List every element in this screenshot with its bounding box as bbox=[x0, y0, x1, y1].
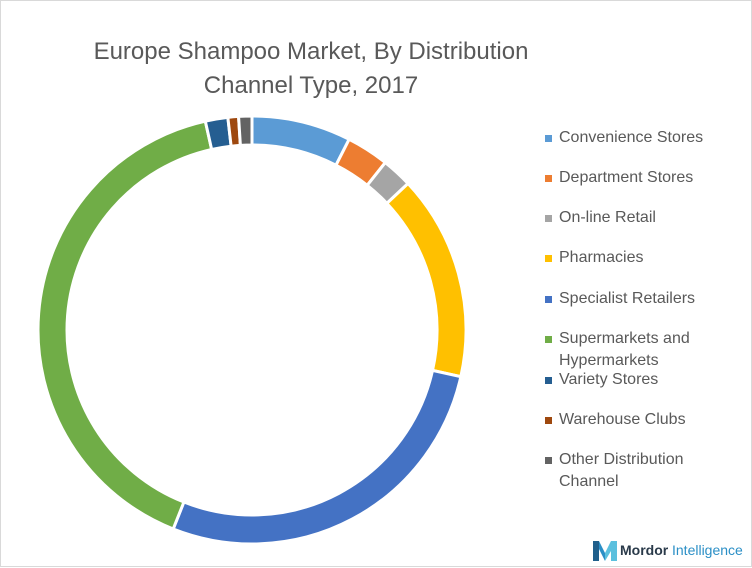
legend-label: On-line Retail bbox=[559, 209, 656, 226]
donut-slice-1 bbox=[250, 114, 352, 168]
legend-swatch bbox=[545, 175, 552, 182]
legend-label: Variety Stores bbox=[559, 371, 659, 388]
chart-title-line-2: Channel Type, 2017 bbox=[203, 72, 419, 99]
legend-swatch bbox=[545, 336, 552, 343]
donut-slice-6 bbox=[36, 119, 214, 531]
legend-label: Warehouse Clubs bbox=[559, 411, 686, 428]
legend-swatch bbox=[545, 377, 552, 384]
legend-label: Department Stores bbox=[559, 169, 694, 186]
legend-swatch bbox=[545, 215, 552, 222]
legend-swatch bbox=[545, 457, 552, 464]
legend-label: Convenience Stores bbox=[559, 129, 704, 146]
donut-slice-5 bbox=[171, 368, 463, 546]
logo-text-mordor: Mordor bbox=[620, 542, 669, 558]
mordor-intelligence-logo-icon bbox=[593, 541, 617, 561]
legend-swatch bbox=[545, 135, 552, 142]
legend-label: Supermarkets and Hypermarkets bbox=[559, 330, 690, 369]
legend-swatch bbox=[545, 417, 552, 424]
chart-title: Europe Shampoo Market, By Distribution C… bbox=[61, 35, 561, 103]
chart-title-line-1: Europe Shampoo Market, By Distribution bbox=[93, 38, 529, 65]
legend-swatch bbox=[545, 255, 552, 262]
legend-label: Other Distribution Channel bbox=[559, 451, 684, 490]
donut-slice-4 bbox=[384, 181, 468, 379]
legend-swatch bbox=[545, 296, 552, 303]
logo-text-intelligence: Intelligence bbox=[672, 542, 743, 558]
legend-label: Specialist Retailers bbox=[559, 290, 696, 307]
donut-slice-9 bbox=[236, 114, 254, 147]
legend-label: Pharmacies bbox=[559, 249, 644, 266]
